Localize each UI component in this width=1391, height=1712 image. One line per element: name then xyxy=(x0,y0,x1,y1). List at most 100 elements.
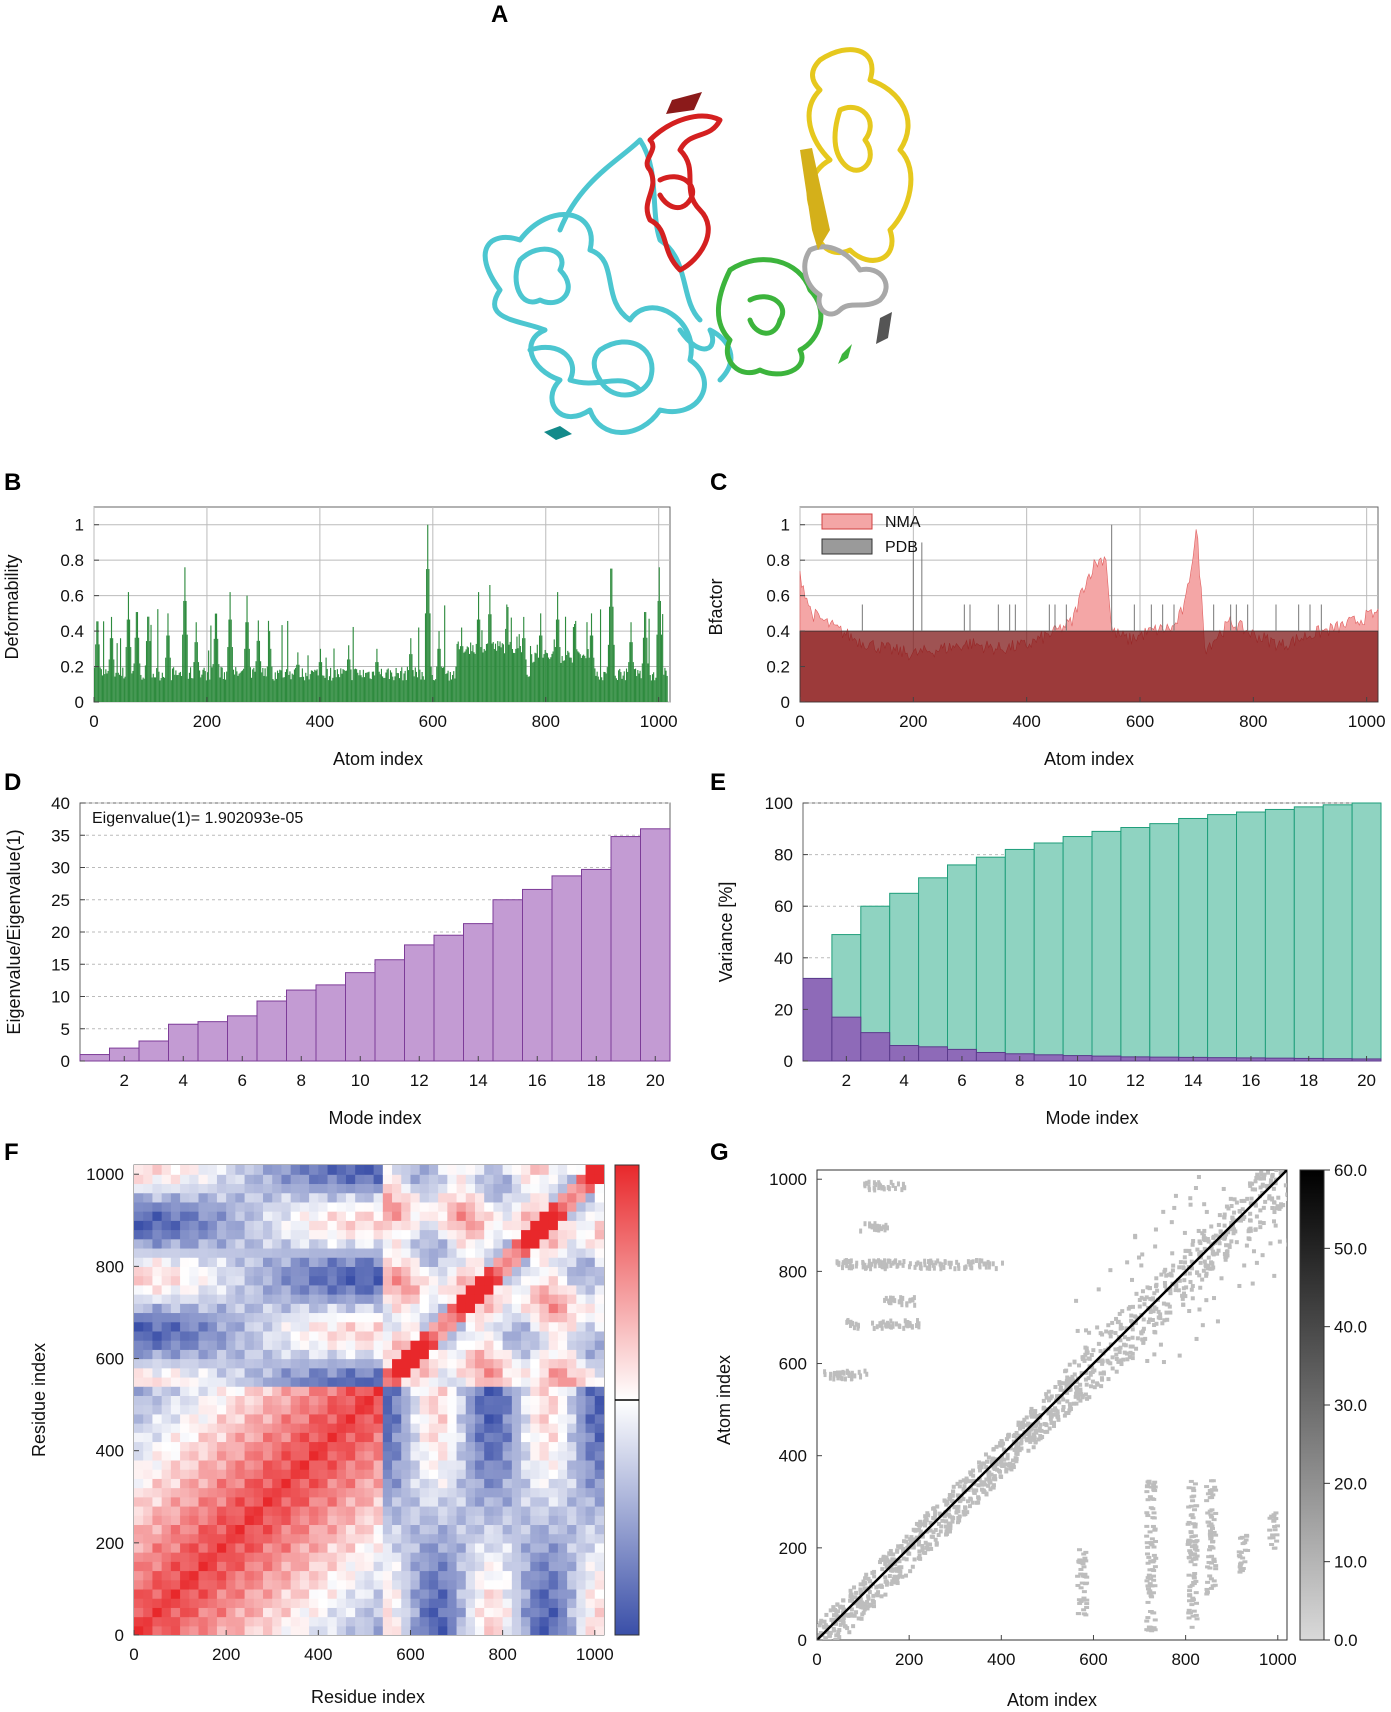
deformability-bar xyxy=(543,654,545,702)
correlation-cell xyxy=(576,1404,587,1415)
correlation-cell xyxy=(585,1275,596,1286)
correlation-cell xyxy=(447,1376,458,1387)
correlation-cell xyxy=(530,1174,541,1185)
deformability-bar xyxy=(458,649,460,702)
panel-a: A xyxy=(482,1,914,440)
contact-point xyxy=(864,1265,868,1271)
correlation-cell xyxy=(161,1579,172,1590)
correlation-cell xyxy=(161,1358,172,1369)
correlation-cell xyxy=(216,1579,227,1590)
contact-point xyxy=(900,1302,904,1308)
correlation-cell xyxy=(207,1570,218,1581)
contact-point xyxy=(1075,1574,1081,1578)
correlation-cell xyxy=(493,1174,504,1185)
contact-point xyxy=(1124,1351,1129,1356)
correlation-cell xyxy=(235,1533,246,1544)
tick-label-y: 600 xyxy=(96,1350,124,1369)
correlation-cell xyxy=(207,1496,218,1507)
correlation-cell xyxy=(428,1533,439,1544)
correlation-cell xyxy=(594,1340,604,1350)
correlation-cell xyxy=(576,1303,587,1314)
correlation-cell xyxy=(557,1570,568,1581)
correlation-cell xyxy=(134,1349,144,1360)
contact-point xyxy=(913,1302,917,1308)
correlation-cell xyxy=(253,1220,264,1231)
correlation-cell xyxy=(309,1524,319,1535)
correlation-cell xyxy=(336,1441,347,1452)
contact-point xyxy=(1119,1362,1124,1367)
contact-point xyxy=(1261,1221,1266,1226)
contact-point xyxy=(1272,1273,1277,1278)
correlation-cell xyxy=(502,1598,513,1608)
contact-point xyxy=(851,1264,855,1270)
correlation-cell xyxy=(447,1423,458,1433)
contact-point xyxy=(1248,1183,1253,1188)
correlation-cell xyxy=(530,1441,541,1452)
contact-point xyxy=(1272,1219,1277,1224)
correlation-cell xyxy=(216,1358,227,1369)
contact-point xyxy=(891,1323,895,1329)
deformability-bar xyxy=(623,671,625,702)
correlation-cell xyxy=(567,1478,577,1489)
eigenvalue-bar xyxy=(551,875,582,1062)
contact-point xyxy=(1161,1301,1166,1306)
correlation-cell xyxy=(207,1607,218,1618)
deformability-bar xyxy=(322,675,324,702)
correlation-cell xyxy=(244,1598,255,1608)
deformability-bar xyxy=(262,667,264,702)
contact-point xyxy=(1273,1223,1278,1228)
correlation-cell xyxy=(401,1404,412,1415)
correlation-cell xyxy=(447,1358,458,1369)
correlation-cell xyxy=(438,1496,448,1507)
deformability-bar xyxy=(227,647,229,702)
contact-point xyxy=(1145,1285,1150,1290)
contact-point xyxy=(871,1600,876,1605)
correlation-cell xyxy=(345,1459,356,1470)
contact-point xyxy=(823,1623,828,1628)
panel-c-xlabel: Atom index xyxy=(1044,749,1134,769)
correlation-cell xyxy=(207,1367,218,1378)
correlation-cell xyxy=(161,1478,172,1489)
correlation-cell xyxy=(419,1579,430,1590)
correlation-cell xyxy=(521,1312,531,1323)
contact-point xyxy=(1130,1344,1135,1349)
contact-point xyxy=(904,1557,909,1562)
contact-point xyxy=(881,1185,885,1191)
contact-point xyxy=(884,1564,889,1569)
correlation-cell xyxy=(410,1487,421,1498)
contact-point xyxy=(866,1576,871,1581)
contact-point xyxy=(841,1614,846,1619)
correlation-cell xyxy=(309,1211,319,1221)
correlation-cell xyxy=(290,1515,301,1526)
correlation-cell xyxy=(198,1542,209,1553)
correlation-cell xyxy=(281,1386,292,1396)
correlation-cell xyxy=(226,1533,236,1544)
deformability-bar xyxy=(407,670,410,702)
correlation-cell xyxy=(180,1340,190,1350)
correlation-cell xyxy=(392,1561,402,1572)
correlation-cell xyxy=(567,1561,577,1572)
correlation-cell xyxy=(299,1469,310,1479)
correlation-cell xyxy=(152,1303,163,1314)
deformability-bar xyxy=(419,669,421,702)
contact-point xyxy=(893,1258,897,1264)
correlation-cell xyxy=(447,1386,458,1396)
correlation-cell xyxy=(557,1487,568,1498)
contact-point xyxy=(1123,1343,1128,1348)
correlation-cell xyxy=(299,1165,310,1175)
deformability-bar xyxy=(402,680,404,702)
correlation-cell xyxy=(198,1247,209,1258)
correlation-cell xyxy=(226,1340,236,1350)
correlation-cell xyxy=(382,1533,393,1544)
correlation-cell xyxy=(493,1220,504,1231)
correlation-cell xyxy=(345,1211,356,1221)
correlation-cell xyxy=(392,1257,402,1267)
contact-point xyxy=(943,1524,948,1529)
deformability-bar xyxy=(179,671,181,702)
deformability-bar xyxy=(374,675,376,702)
correlation-cell xyxy=(484,1165,495,1175)
contact-point xyxy=(925,1542,930,1547)
correlation-cell xyxy=(502,1321,513,1332)
deformability-bar xyxy=(642,637,645,702)
correlation-cell xyxy=(594,1469,604,1479)
